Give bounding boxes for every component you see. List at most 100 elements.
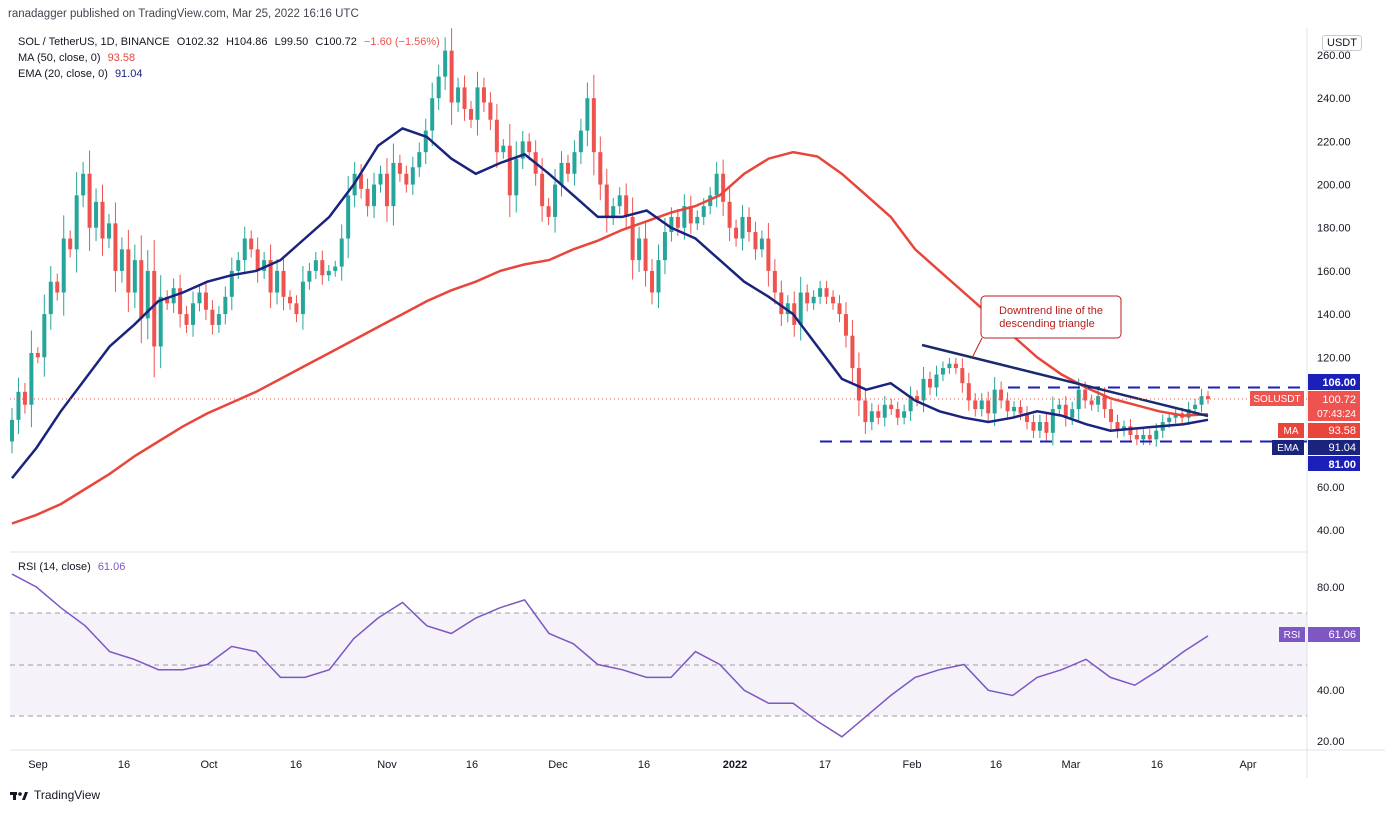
candle-body xyxy=(1102,396,1107,410)
resistance-tag[interactable] xyxy=(1308,374,1360,390)
candle-body xyxy=(611,206,616,217)
candle-body xyxy=(1167,417,1172,423)
ma-tag-label: MA xyxy=(1284,426,1299,437)
ma-legend-value: 93.58 xyxy=(107,52,136,64)
candle-body xyxy=(572,152,577,174)
ema-legend-label: EMA (20, close, 0) xyxy=(18,68,108,80)
candle-body xyxy=(721,173,726,202)
candle-body xyxy=(74,195,79,250)
candle-body xyxy=(837,303,842,315)
candle-body xyxy=(475,87,480,120)
candle-body xyxy=(255,249,260,271)
ema-tag[interactable] xyxy=(1272,440,1304,455)
candle-body xyxy=(236,260,241,271)
candle-body xyxy=(1044,422,1049,433)
tradingview-brand: TradingView xyxy=(34,788,101,802)
candle-body xyxy=(578,130,583,153)
candle-body xyxy=(210,309,215,325)
tradingview-footer[interactable]: TradingView xyxy=(10,788,100,802)
rsi-tag[interactable] xyxy=(1279,627,1305,642)
ma-legend[interactable]: MA (50, close, 0) 93.58 xyxy=(18,52,135,64)
ma-tag[interactable] xyxy=(1278,423,1304,438)
candle-body xyxy=(1031,422,1036,431)
candle-body xyxy=(184,314,189,325)
candle-body xyxy=(119,249,124,271)
annotation-box[interactable] xyxy=(980,295,1122,339)
ma-price-label: 93.58 xyxy=(1328,425,1356,437)
candle-body xyxy=(675,216,680,228)
candle-body xyxy=(940,368,945,375)
candle-body xyxy=(979,400,984,410)
candle-body xyxy=(1070,409,1075,418)
candle-body xyxy=(617,195,622,207)
candle-body xyxy=(287,296,292,304)
candle-body xyxy=(921,378,926,401)
candle-body xyxy=(811,296,816,304)
rsi-legend-label: RSI (14, close) xyxy=(18,561,91,573)
symbol-legend: SOL / TetherUS, 1D, BINANCE O102.32 H104… xyxy=(18,36,440,48)
candle-body xyxy=(94,201,99,228)
candle-body xyxy=(35,352,40,358)
candle-body xyxy=(527,141,532,153)
candle-body xyxy=(1134,435,1139,440)
ema-legend[interactable]: EMA (20, close, 0) 91.04 xyxy=(18,68,142,80)
ma-price-tag[interactable] xyxy=(1308,423,1360,438)
candle-body xyxy=(1083,389,1088,401)
rsi-legend[interactable]: RSI (14, close) 61.06 xyxy=(18,561,125,573)
candle-body xyxy=(165,296,170,304)
last-price-label: 100.72 xyxy=(1322,394,1356,406)
candle-body xyxy=(1186,409,1191,418)
symbol-name[interactable]: SOL / TetherUS, 1D, BINANCE xyxy=(18,36,170,48)
rsi-price-tag[interactable] xyxy=(1308,627,1360,642)
candle-body xyxy=(701,206,706,217)
tradingview-logo-icon xyxy=(10,792,28,800)
candle-body xyxy=(1005,400,1010,412)
x-tick-label: 2022 xyxy=(723,759,747,771)
support-tag-label: 81.00 xyxy=(1328,459,1356,471)
candle-body xyxy=(695,216,700,224)
rsi-tick: 40.00 xyxy=(1317,685,1345,697)
downtrend-line[interactable] xyxy=(921,343,1209,418)
candle-body xyxy=(397,162,402,174)
candle-body xyxy=(772,270,777,293)
ema-20-line xyxy=(11,127,1209,479)
currency-badge[interactable]: USDT xyxy=(1322,35,1362,51)
rsi-price-label: 61.06 xyxy=(1328,629,1356,641)
candle-body xyxy=(410,167,415,185)
publisher-line: ranadagger published on TradingView.com,… xyxy=(8,8,359,20)
candle-body xyxy=(805,292,810,304)
candle-body xyxy=(294,303,299,315)
candle-body xyxy=(326,270,331,276)
candle-body xyxy=(895,409,900,418)
support-tag[interactable] xyxy=(1308,456,1360,471)
candle-body xyxy=(300,281,305,315)
candle-body xyxy=(889,404,894,410)
candle-body xyxy=(999,389,1004,401)
candle-body xyxy=(391,162,396,207)
ma-legend-label: MA (50, close, 0) xyxy=(18,52,101,64)
symbol-tag[interactable] xyxy=(1250,391,1304,406)
candle-body xyxy=(339,238,344,267)
close-value: C100.72 xyxy=(315,36,357,48)
candle-body xyxy=(384,173,389,207)
price-tags: 106.00 SOLUSDT 100.72 07:43:24 MA 93.58 … xyxy=(1250,374,1360,642)
candle-body xyxy=(798,292,803,325)
ema-price-tag[interactable] xyxy=(1308,440,1360,455)
candle-body xyxy=(87,173,92,228)
x-tick-label: Mar xyxy=(1062,759,1081,771)
candle-body xyxy=(953,363,958,369)
candle-body xyxy=(268,260,273,293)
candle-body xyxy=(947,363,952,369)
candle-body xyxy=(81,173,86,196)
candle-body xyxy=(22,391,27,405)
last-price-tag[interactable] xyxy=(1308,391,1360,421)
candle-body xyxy=(553,184,558,217)
candle-body xyxy=(643,238,648,271)
candle-body xyxy=(229,270,234,297)
candle-body xyxy=(488,102,493,120)
candle-body xyxy=(514,158,519,196)
x-tick-label: Sep xyxy=(28,759,48,771)
candle-body xyxy=(68,238,73,250)
y-tick-label: 220.00 xyxy=(1317,136,1351,148)
